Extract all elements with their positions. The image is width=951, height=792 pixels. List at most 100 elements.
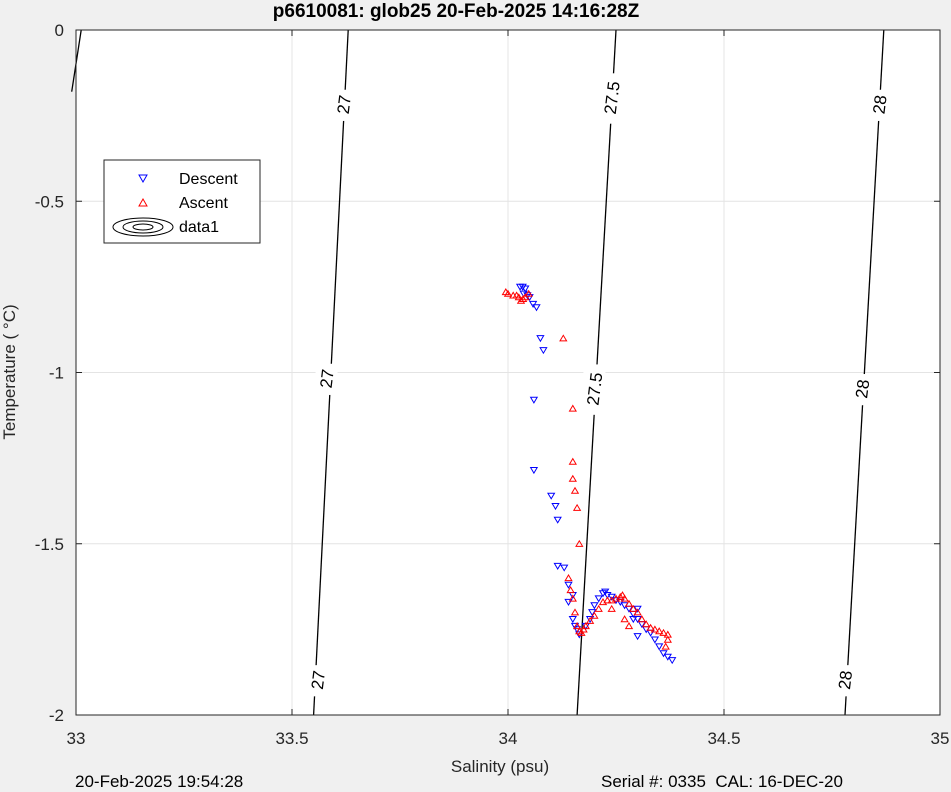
ascent-point: [637, 615, 647, 623]
ascent-point: [650, 625, 660, 633]
ascent-point: [633, 608, 642, 616]
descent-point: [553, 562, 562, 570]
descent-point: [525, 294, 534, 302]
ascent-point: [559, 334, 568, 342]
descent-point: [668, 657, 677, 665]
descent-point: [585, 616, 595, 624]
ascent-point: [577, 628, 586, 636]
ascent-point: [570, 608, 580, 616]
descent-point: [594, 595, 603, 603]
contour-label: 27: [317, 368, 338, 389]
descent-point: [650, 636, 660, 644]
ascent-point: [618, 591, 627, 599]
descent-point: [607, 593, 616, 601]
ascent-point: [585, 616, 595, 624]
x-tick-label: 34.5: [707, 729, 740, 748]
contour-label-mask: [306, 665, 329, 697]
descent-point: [588, 609, 597, 617]
y-tick-labels: 0 -0.5 -1 -1.5 -2: [35, 21, 64, 725]
ascent-point: [624, 599, 634, 607]
contour-label-mask: [868, 89, 891, 121]
ascent-point: [581, 622, 590, 630]
descent-point: [529, 396, 539, 404]
density-contour-line: [844, 29, 885, 716]
legend: Descent Ascent data1: [103, 159, 261, 244]
ascent-point: [620, 615, 629, 623]
footer-serial-cal: Serial #: 0335 CAL: 16-DEC-20: [601, 772, 843, 791]
contour-label-mask: [315, 363, 338, 395]
y-tick-label: -1: [49, 364, 64, 383]
descent-point: [553, 516, 562, 524]
x-tick-labels: 33 33.5 34 34.5 35: [67, 729, 950, 748]
ascent-point: [663, 635, 672, 643]
contour-label-mask: [583, 364, 606, 415]
legend-item-descent: Descent: [138, 171, 238, 188]
descent-point: [536, 335, 545, 343]
ascent-point: [572, 503, 582, 511]
descent-point: [633, 605, 642, 613]
contour-label: 27: [308, 670, 329, 691]
legend-label-descent: Descent: [179, 171, 238, 188]
descent-point: [551, 503, 560, 511]
contour-label: 27: [334, 94, 355, 115]
contour-label-mask: [851, 374, 874, 406]
contour-label: 28: [835, 670, 856, 691]
descent-point: [518, 283, 527, 291]
ascent-point: [516, 296, 526, 304]
descent-point: [564, 598, 573, 606]
y-axis-label: Temperature ( °C): [0, 304, 19, 439]
descent-point: [532, 304, 541, 312]
legend-label-data1: data1: [179, 219, 219, 236]
contour-ellipse-icon: [112, 217, 174, 237]
ascent-point: [514, 293, 523, 301]
descent-point: [575, 631, 584, 639]
plot-frame: [75, 29, 941, 716]
descent-point: [528, 300, 538, 308]
ascent-point: [646, 623, 655, 631]
ascent-point: [575, 539, 584, 547]
ascent-point: [629, 604, 638, 612]
ascent-point: [616, 592, 625, 600]
ascent-point: [566, 586, 575, 594]
descent-point: [655, 643, 664, 651]
descent-point: [547, 492, 556, 500]
ascent-point: [564, 574, 573, 582]
ascent-point: [524, 289, 533, 297]
contour-label-mask: [332, 89, 355, 121]
contour-label-mask: [833, 665, 856, 697]
series-ascent: [501, 288, 672, 650]
descent-point: [570, 622, 580, 630]
descent-marker-icon: [138, 174, 148, 184]
descent-point: [568, 616, 577, 624]
ascent-point: [570, 486, 580, 494]
descent-point: [560, 564, 569, 572]
ascent-point: [572, 622, 582, 630]
ascent-point: [568, 457, 577, 465]
contour-label-mask: [600, 73, 623, 124]
legend-item-data1: data1: [112, 217, 219, 237]
ascent-point: [607, 604, 616, 612]
ascent-point: [568, 474, 577, 482]
descent-point: [663, 653, 672, 661]
y-tick-label: -2: [49, 706, 64, 725]
ascent-point: [624, 622, 634, 630]
ascent-point: [568, 404, 577, 412]
ascent-point: [579, 625, 588, 633]
x-tick-label: 35: [931, 729, 950, 748]
descent-point: [633, 633, 642, 641]
descent-point: [521, 285, 530, 293]
descent-point: [659, 650, 668, 658]
ascent-marker-icon: [138, 197, 148, 207]
ascent-point: [568, 594, 577, 602]
ascent-point: [518, 294, 528, 302]
legend-item-ascent: Ascent: [138, 195, 228, 212]
ascent-point: [655, 627, 664, 635]
x-tick-label: 33.5: [275, 729, 308, 748]
ascent-point: [603, 596, 612, 604]
y-tick-label: -1.5: [35, 535, 64, 554]
footer-timestamp: 20-Feb-2025 19:54:28: [75, 772, 244, 791]
ascent-point: [642, 620, 651, 628]
ascent-point: [661, 642, 670, 650]
series-descent: [515, 283, 677, 665]
ascent-point: [590, 611, 599, 619]
